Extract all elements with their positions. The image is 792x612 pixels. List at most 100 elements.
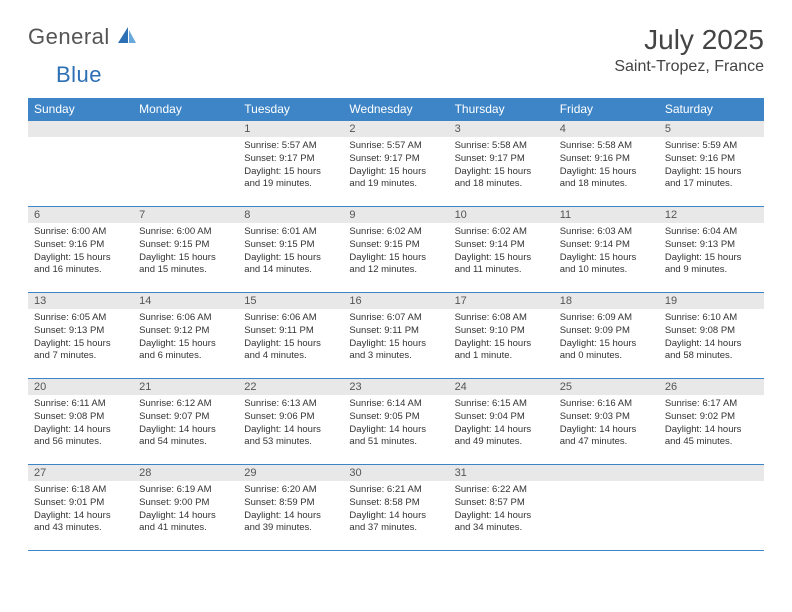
location: Saint-Tropez, France (614, 58, 764, 76)
day-details: Sunrise: 6:17 AMSunset: 9:02 PMDaylight:… (659, 395, 764, 451)
day-number: 28 (133, 465, 238, 481)
day-number: 21 (133, 379, 238, 395)
day-details: Sunrise: 6:11 AMSunset: 9:08 PMDaylight:… (28, 395, 133, 451)
day-number: 15 (238, 293, 343, 309)
day-number: 10 (449, 207, 554, 223)
calendar-cell: 26Sunrise: 6:17 AMSunset: 9:02 PMDayligh… (659, 379, 764, 465)
day-number: 14 (133, 293, 238, 309)
day-details: Sunrise: 6:03 AMSunset: 9:14 PMDaylight:… (554, 223, 659, 279)
calendar-cell: 1Sunrise: 5:57 AMSunset: 9:17 PMDaylight… (238, 121, 343, 207)
day-details: Sunrise: 6:22 AMSunset: 8:57 PMDaylight:… (449, 481, 554, 537)
calendar-cell: 6Sunrise: 6:00 AMSunset: 9:16 PMDaylight… (28, 207, 133, 293)
day-details: Sunrise: 6:04 AMSunset: 9:13 PMDaylight:… (659, 223, 764, 279)
day-number: 16 (343, 293, 448, 309)
day-number: 12 (659, 207, 764, 223)
day-number: 26 (659, 379, 764, 395)
calendar-cell: 25Sunrise: 6:16 AMSunset: 9:03 PMDayligh… (554, 379, 659, 465)
day-details: Sunrise: 6:01 AMSunset: 9:15 PMDaylight:… (238, 223, 343, 279)
calendar-cell: 7Sunrise: 6:00 AMSunset: 9:15 PMDaylight… (133, 207, 238, 293)
day-number: 5 (659, 121, 764, 137)
day-details: Sunrise: 5:57 AMSunset: 9:17 PMDaylight:… (343, 137, 448, 193)
calendar-cell: 15Sunrise: 6:06 AMSunset: 9:11 PMDayligh… (238, 293, 343, 379)
day-details: Sunrise: 6:09 AMSunset: 9:09 PMDaylight:… (554, 309, 659, 365)
day-number: 7 (133, 207, 238, 223)
calendar-cell (659, 465, 764, 551)
calendar-cell: 4Sunrise: 5:58 AMSunset: 9:16 PMDaylight… (554, 121, 659, 207)
logo-sail-icon (116, 25, 138, 50)
calendar-cell: 30Sunrise: 6:21 AMSunset: 8:58 PMDayligh… (343, 465, 448, 551)
day-number: 23 (343, 379, 448, 395)
day-details: Sunrise: 5:58 AMSunset: 9:16 PMDaylight:… (554, 137, 659, 193)
day-number: 27 (28, 465, 133, 481)
calendar-cell: 14Sunrise: 6:06 AMSunset: 9:12 PMDayligh… (133, 293, 238, 379)
calendar-cell: 5Sunrise: 5:59 AMSunset: 9:16 PMDaylight… (659, 121, 764, 207)
day-details: Sunrise: 6:05 AMSunset: 9:13 PMDaylight:… (28, 309, 133, 365)
calendar-cell: 24Sunrise: 6:15 AMSunset: 9:04 PMDayligh… (449, 379, 554, 465)
calendar-cell: 28Sunrise: 6:19 AMSunset: 9:00 PMDayligh… (133, 465, 238, 551)
day-number: 30 (343, 465, 448, 481)
day-number: 20 (28, 379, 133, 395)
day-number: 24 (449, 379, 554, 395)
calendar-cell: 17Sunrise: 6:08 AMSunset: 9:10 PMDayligh… (449, 293, 554, 379)
day-header: Wednesday (343, 98, 448, 121)
day-details: Sunrise: 6:02 AMSunset: 9:15 PMDaylight:… (343, 223, 448, 279)
calendar-table: SundayMondayTuesdayWednesdayThursdayFrid… (28, 98, 764, 551)
day-details: Sunrise: 6:06 AMSunset: 9:11 PMDaylight:… (238, 309, 343, 365)
calendar-cell: 10Sunrise: 6:02 AMSunset: 9:14 PMDayligh… (449, 207, 554, 293)
day-number: 18 (554, 293, 659, 309)
day-details: Sunrise: 6:13 AMSunset: 9:06 PMDaylight:… (238, 395, 343, 451)
day-number: 11 (554, 207, 659, 223)
calendar-cell: 23Sunrise: 6:14 AMSunset: 9:05 PMDayligh… (343, 379, 448, 465)
day-details: Sunrise: 6:18 AMSunset: 9:01 PMDaylight:… (28, 481, 133, 537)
day-number: 19 (659, 293, 764, 309)
calendar-cell: 11Sunrise: 6:03 AMSunset: 9:14 PMDayligh… (554, 207, 659, 293)
day-header: Sunday (28, 98, 133, 121)
day-details: Sunrise: 6:14 AMSunset: 9:05 PMDaylight:… (343, 395, 448, 451)
day-details: Sunrise: 6:10 AMSunset: 9:08 PMDaylight:… (659, 309, 764, 365)
day-details: Sunrise: 6:15 AMSunset: 9:04 PMDaylight:… (449, 395, 554, 451)
day-number: 13 (28, 293, 133, 309)
day-details: Sunrise: 5:57 AMSunset: 9:17 PMDaylight:… (238, 137, 343, 193)
day-details: Sunrise: 5:58 AMSunset: 9:17 PMDaylight:… (449, 137, 554, 193)
day-number: 25 (554, 379, 659, 395)
day-number: 29 (238, 465, 343, 481)
day-header: Saturday (659, 98, 764, 121)
day-header: Tuesday (238, 98, 343, 121)
logo: General (28, 24, 140, 50)
day-number: 4 (554, 121, 659, 137)
day-number: 1 (238, 121, 343, 137)
day-header: Friday (554, 98, 659, 121)
day-header: Thursday (449, 98, 554, 121)
day-details: Sunrise: 6:07 AMSunset: 9:11 PMDaylight:… (343, 309, 448, 365)
calendar-cell (554, 465, 659, 551)
day-details: Sunrise: 6:19 AMSunset: 9:00 PMDaylight:… (133, 481, 238, 537)
day-details: Sunrise: 5:59 AMSunset: 9:16 PMDaylight:… (659, 137, 764, 193)
calendar-cell: 27Sunrise: 6:18 AMSunset: 9:01 PMDayligh… (28, 465, 133, 551)
calendar-cell: 8Sunrise: 6:01 AMSunset: 9:15 PMDaylight… (238, 207, 343, 293)
day-details: Sunrise: 6:00 AMSunset: 9:16 PMDaylight:… (28, 223, 133, 279)
calendar-cell: 9Sunrise: 6:02 AMSunset: 9:15 PMDaylight… (343, 207, 448, 293)
calendar-cell: 16Sunrise: 6:07 AMSunset: 9:11 PMDayligh… (343, 293, 448, 379)
day-number: 9 (343, 207, 448, 223)
calendar-cell (133, 121, 238, 207)
calendar-cell: 19Sunrise: 6:10 AMSunset: 9:08 PMDayligh… (659, 293, 764, 379)
day-number: 31 (449, 465, 554, 481)
day-details: Sunrise: 6:00 AMSunset: 9:15 PMDaylight:… (133, 223, 238, 279)
calendar-cell: 3Sunrise: 5:58 AMSunset: 9:17 PMDaylight… (449, 121, 554, 207)
day-number: 2 (343, 121, 448, 137)
calendar-cell: 29Sunrise: 6:20 AMSunset: 8:59 PMDayligh… (238, 465, 343, 551)
day-number: 3 (449, 121, 554, 137)
calendar-cell: 21Sunrise: 6:12 AMSunset: 9:07 PMDayligh… (133, 379, 238, 465)
logo-text-blue: Blue (56, 62, 102, 88)
day-number: 6 (28, 207, 133, 223)
day-details: Sunrise: 6:02 AMSunset: 9:14 PMDaylight:… (449, 223, 554, 279)
day-header: Monday (133, 98, 238, 121)
day-details: Sunrise: 6:16 AMSunset: 9:03 PMDaylight:… (554, 395, 659, 451)
day-details: Sunrise: 6:20 AMSunset: 8:59 PMDaylight:… (238, 481, 343, 537)
day-number: 8 (238, 207, 343, 223)
day-details: Sunrise: 6:08 AMSunset: 9:10 PMDaylight:… (449, 309, 554, 365)
calendar-cell: 20Sunrise: 6:11 AMSunset: 9:08 PMDayligh… (28, 379, 133, 465)
calendar-cell: 2Sunrise: 5:57 AMSunset: 9:17 PMDaylight… (343, 121, 448, 207)
day-details: Sunrise: 6:12 AMSunset: 9:07 PMDaylight:… (133, 395, 238, 451)
calendar-cell: 22Sunrise: 6:13 AMSunset: 9:06 PMDayligh… (238, 379, 343, 465)
